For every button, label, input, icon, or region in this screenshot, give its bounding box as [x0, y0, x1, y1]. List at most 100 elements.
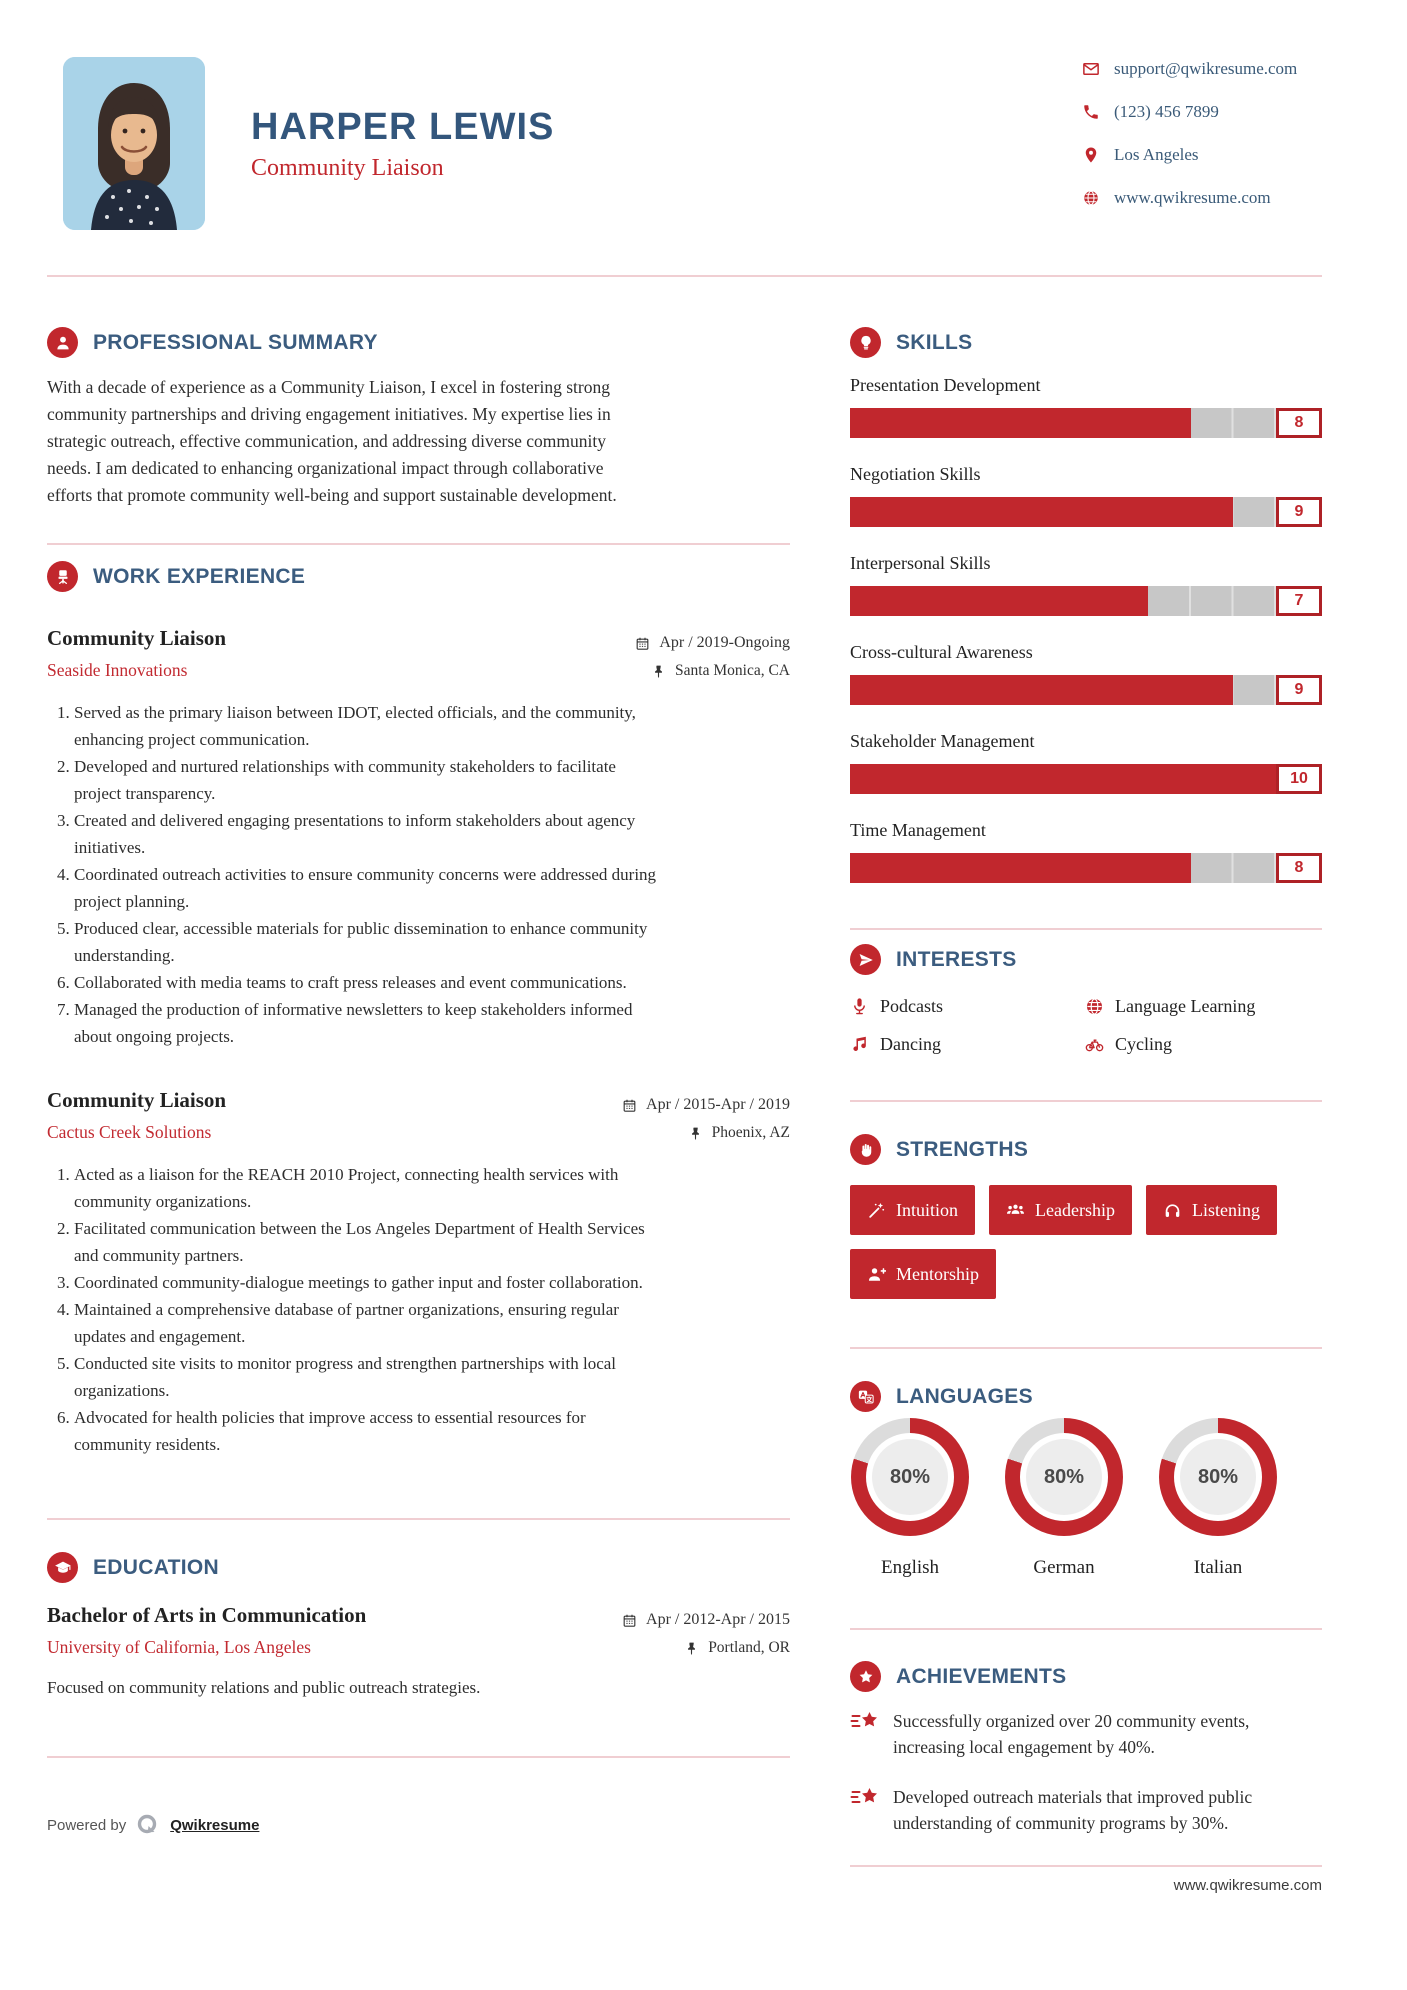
job-bullet: Conducted site visits to monitor progres… — [74, 1350, 659, 1404]
job-company: Seaside Innovations — [47, 660, 188, 680]
office-chair-icon — [47, 561, 78, 592]
profile-photo — [63, 57, 205, 230]
language-item: 80% English — [850, 1418, 970, 1579]
lightbulb-icon — [850, 327, 881, 358]
degree-title: Bachelor of Arts in Communication — [47, 1603, 367, 1627]
job-date: Apr / 2019-Ongoing — [635, 634, 790, 652]
job-bullet: Collaborated with media teams to craft p… — [74, 969, 659, 996]
skill-bar: 9 — [850, 675, 1322, 705]
phone-icon — [1084, 105, 1098, 119]
contact-website-text: www.qwikresume.com — [1114, 188, 1271, 207]
skill-bar: 7 — [850, 586, 1322, 616]
translate-icon — [850, 1381, 881, 1412]
education-date-text: Apr / 2012-Apr / 2015 — [646, 1611, 790, 1628]
candidate-name: HARPER LEWIS — [251, 106, 555, 148]
pushpin-icon — [655, 665, 662, 678]
divider — [850, 1347, 1322, 1349]
skill-label: Interpersonal Skills — [850, 553, 991, 573]
skill-label: Cross-cultural Awareness — [850, 642, 1033, 662]
team-icon — [1007, 1204, 1024, 1214]
strength-label: Listening — [1191, 1199, 1260, 1220]
job-bullet: Facilitated communication between the Lo… — [74, 1215, 659, 1269]
shooting-star-icon — [850, 1788, 877, 1803]
work-heading: WORK EXPERIENCE — [93, 564, 306, 588]
skill-row: Stakeholder Management 10 — [850, 729, 1322, 794]
job-date-text: Apr / 2015-Apr / 2019 — [646, 1096, 790, 1113]
skill-bar: 9 — [850, 497, 1322, 527]
contact-email-text: support@qwikresume.com — [1114, 59, 1298, 78]
contact-phone: (123) 456 7899 — [1082, 102, 1322, 122]
powered-by-label: Powered by — [47, 1816, 127, 1834]
divider — [850, 1100, 1322, 1102]
interest-item: Podcasts — [850, 996, 1085, 1017]
skill-label: Stakeholder Management — [850, 731, 1035, 751]
job-bullet: Managed the production of informative ne… — [74, 996, 659, 1050]
education-heading: EDUCATION — [93, 1555, 219, 1579]
language-name: Italian — [1193, 1557, 1243, 1578]
website-footer: www.qwikresume.com — [1173, 1877, 1322, 1894]
language-donut: 80% — [851, 1418, 969, 1536]
person-icon — [47, 327, 78, 358]
language-name: English — [880, 1557, 940, 1578]
job-bullet: Acted as a liaison for the REACH 2010 Pr… — [74, 1161, 659, 1215]
interest-label: Language Learning — [1115, 996, 1256, 1016]
job-bullets: Served as the primary liaison between ID… — [47, 699, 659, 1050]
divider — [47, 1756, 790, 1758]
divider — [47, 275, 1322, 277]
achievement-item: Successfully organized over 20 community… — [850, 1708, 1322, 1760]
section-work-experience: WORK EXPERIENCE — [47, 561, 790, 592]
divider — [850, 1865, 1322, 1867]
education-description: Focused on community relations and publi… — [47, 1678, 481, 1697]
job-date-text: Apr / 2019-Ongoing — [659, 634, 790, 651]
contact-phone-text: (123) 456 7899 — [1114, 102, 1219, 121]
languages-list: 80% English 80% German 80% Italian — [850, 1418, 1322, 1579]
pushpin-icon — [688, 1642, 696, 1655]
globe-icon — [1084, 190, 1098, 206]
job-bullet: Coordinated community-dialogue meetings … — [74, 1269, 659, 1296]
education-entry: Bachelor of Arts in Communication Univer… — [47, 1601, 790, 1701]
skill-bar: 8 — [850, 408, 1322, 438]
job-bullet: Developed and nurtured relationships wit… — [74, 753, 659, 807]
education-location-text: Portland, OR — [708, 1639, 790, 1656]
summary-text: With a decade of experience as a Communi… — [47, 377, 617, 505]
interest-item: Dancing — [850, 1034, 1085, 1055]
calendar-icon — [623, 1099, 636, 1112]
job-company: Cactus Creek Solutions — [47, 1122, 212, 1142]
skill-label: Presentation Development — [850, 375, 1041, 395]
language-percent: 80% — [1026, 1439, 1102, 1515]
job-location: Phoenix, AZ — [622, 1124, 790, 1142]
skill-label: Time Management — [850, 820, 986, 840]
interest-item: Language Learning — [1085, 996, 1322, 1017]
star-icon — [850, 1661, 881, 1692]
skill-label: Negotiation Skills — [850, 464, 981, 484]
language-item: 80% Italian — [1158, 1418, 1278, 1579]
section-strengths: STRENGTHS — [850, 1134, 1322, 1165]
job-bullet: Coordinated outreach activities to ensur… — [74, 861, 659, 915]
language-donut: 80% — [1159, 1418, 1277, 1536]
language-donut: 80% — [1005, 1418, 1123, 1536]
language-item: 80% German — [1004, 1418, 1124, 1579]
section-achievements: ACHIEVEMENTS — [850, 1661, 1322, 1692]
strength-badge: Leadership — [989, 1185, 1132, 1235]
section-professional-summary: PROFESSIONAL SUMMARY — [47, 327, 790, 358]
job-bullet: Produced clear, accessible materials for… — [74, 915, 659, 969]
qwikresume-link[interactable]: Qwikresume — [170, 1816, 260, 1834]
resume-header: HARPER LEWIS Community Liaison support@q… — [47, 57, 1322, 230]
candidate-role: Community Liaison — [251, 155, 444, 181]
map-pin-icon — [1085, 147, 1097, 163]
shooting-star-icon — [850, 1712, 877, 1727]
contact-location-text: Los Angeles — [1114, 145, 1199, 164]
job-title: Community Liaison — [47, 626, 227, 650]
job-entry: Community Liaison Seaside Innovations Ap… — [47, 624, 790, 1050]
job-entry: Community Liaison Cactus Creek Solutions… — [47, 1086, 790, 1458]
skill-row: Presentation Development 8 — [850, 373, 1322, 438]
headphones-icon — [1165, 1203, 1180, 1217]
section-education: EDUCATION — [47, 1552, 790, 1583]
music-note-icon — [853, 1036, 866, 1052]
contact-info: support@qwikresume.com (123) 456 7899 Lo… — [1082, 59, 1322, 208]
contact-location: Los Angeles — [1082, 145, 1322, 165]
interests-list: Podcasts Language Learning Dancing Cycli… — [850, 996, 1322, 1055]
education-location: Portland, OR — [622, 1639, 790, 1657]
achievement-text: Developed outreach materials that improv… — [893, 1787, 1253, 1833]
strengths-list: Intuition Leadership Listening Mentorshi… — [850, 1185, 1322, 1299]
